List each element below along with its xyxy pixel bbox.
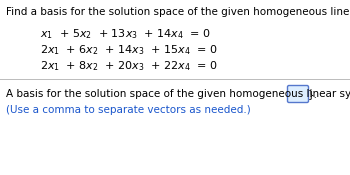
Text: $2x_1$  + 8$x_2$  + 20$x_3$  + 22$x_4$  = 0: $2x_1$ + 8$x_2$ + 20$x_3$ + 22$x_4$ = 0 [40,59,218,73]
Text: (Use a comma to separate vectors as needed.): (Use a comma to separate vectors as need… [6,105,251,115]
Text: A basis for the solution space of the given homogeneous linear system is {: A basis for the solution space of the gi… [6,89,350,99]
Text: Find a basis for the solution space of the given homogeneous linear system.: Find a basis for the solution space of t… [6,7,350,17]
Text: $2x_1$  + 6$x_2$  + 14$x_3$  + 15$x_4$  = 0: $2x_1$ + 6$x_2$ + 14$x_3$ + 15$x_4$ = 0 [40,43,218,57]
FancyBboxPatch shape [287,86,308,103]
Text: }.: }. [308,89,318,99]
Text: $x_1$  + 5$x_2$  + 13$x_3$  + 14$x_4$  = 0: $x_1$ + 5$x_2$ + 13$x_3$ + 14$x_4$ = 0 [40,27,211,41]
